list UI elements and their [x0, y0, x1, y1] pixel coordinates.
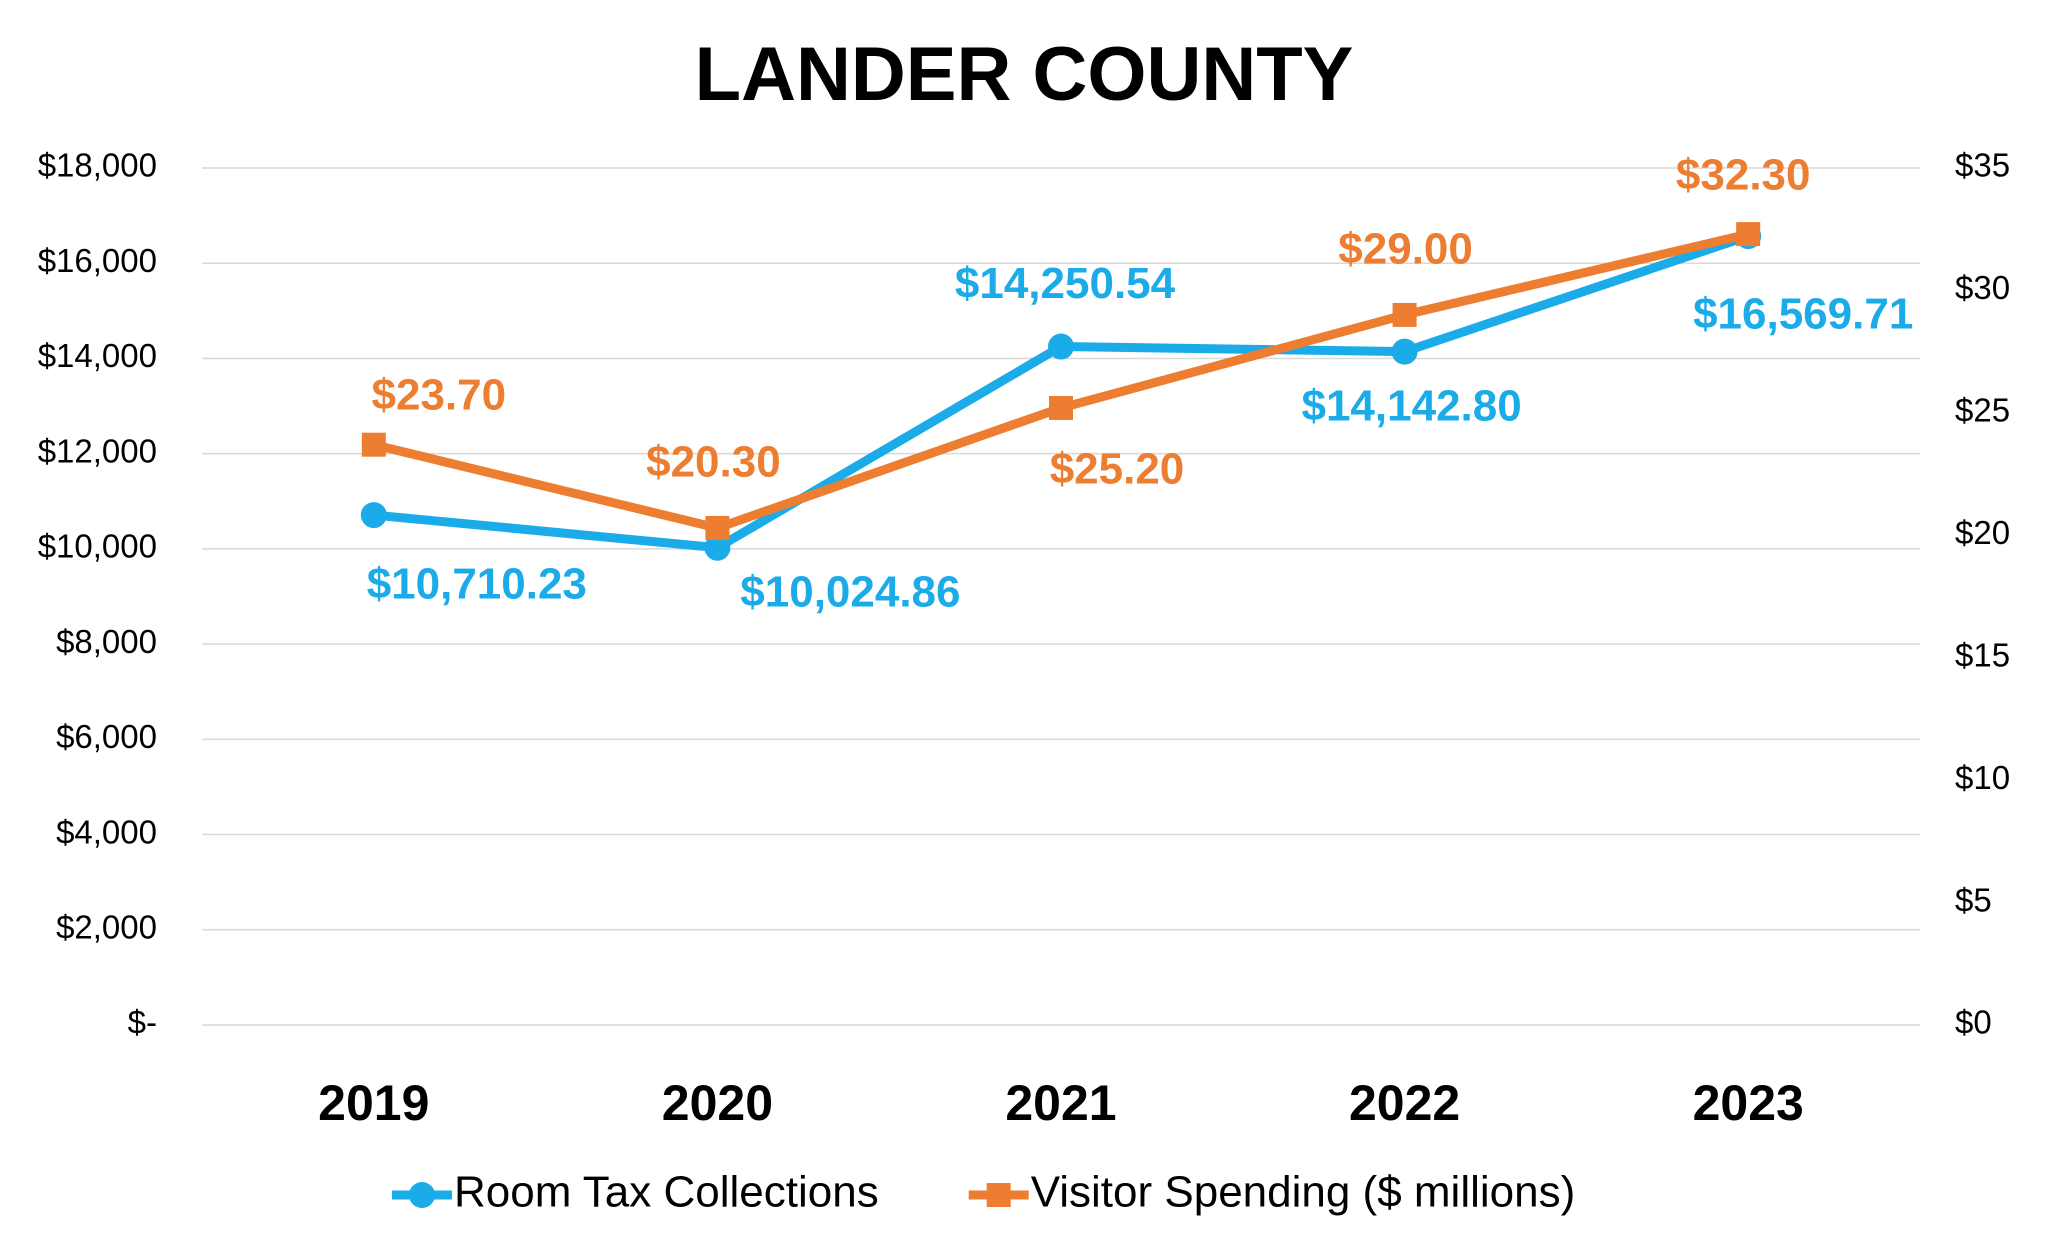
y2-tick-label: $30 — [1955, 269, 2010, 306]
data-label: $16,569.71 — [1693, 290, 1913, 339]
series: $10,710.23 $10,024.86 $14,250.54 $14,142.80… — [360, 223, 1913, 616]
chart-title: LANDER COUNTY — [695, 32, 1354, 117]
data-label: $25.20 — [1050, 445, 1185, 494]
legend-marker — [986, 1183, 1011, 1207]
y-tick-label: $2,000 — [56, 908, 157, 945]
y-tick-label: $10,000 — [38, 528, 157, 565]
data-point — [705, 515, 730, 540]
data-point — [361, 432, 386, 457]
data-point — [1049, 395, 1073, 420]
legend-marker — [409, 1182, 435, 1208]
data-label: $10,710.23 — [367, 560, 587, 609]
x-tick-label: 2019 — [318, 1075, 429, 1131]
data-point — [1048, 333, 1074, 360]
y-tick-label: $4,000 — [56, 813, 157, 850]
y2-tick-label: $20 — [1955, 514, 2010, 551]
data-point — [704, 534, 731, 561]
data-point — [1392, 302, 1417, 327]
data-label: $10,024.86 — [740, 567, 960, 616]
legend-label: Visitor Spending ($ millions) — [1031, 1168, 1576, 1217]
y-tick-label: $- — [128, 1004, 157, 1041]
x-tick-label: 2022 — [1349, 1075, 1460, 1131]
y-tick-label: $18,000 — [38, 147, 157, 184]
y2-tick-label: $0 — [1955, 1004, 1992, 1041]
data-label: $32.30 — [1676, 151, 1811, 200]
y2-tick-label: $15 — [1955, 636, 2010, 673]
data-label: $29.00 — [1338, 225, 1473, 274]
data-point — [360, 502, 387, 529]
x-tick-label: 2021 — [1005, 1075, 1116, 1131]
y2-tick-label: $25 — [1955, 392, 2010, 429]
y2-tick-label: $35 — [1955, 147, 2010, 184]
y-tick-label: $16,000 — [38, 242, 157, 279]
x-tick-label: 2023 — [1693, 1075, 1804, 1131]
y-tick-label: $14,000 — [38, 337, 157, 374]
y-tick-label: $12,000 — [38, 432, 157, 469]
y-tick-label: $8,000 — [56, 623, 157, 660]
data-label: $14,250.54 — [955, 259, 1176, 308]
series: $23.70 $20.30 $25.20 $29.00 $32.30 — [361, 151, 1811, 540]
data-point — [1736, 222, 1761, 247]
data-label: $23.70 — [372, 370, 507, 419]
y-tick-label: $6,000 — [56, 718, 157, 755]
data-point — [1391, 338, 1418, 365]
data-label: $20.30 — [646, 438, 781, 487]
data-label: $14,142.80 — [1301, 381, 1521, 430]
y2-tick-label: $5 — [1955, 881, 1992, 918]
y2-tick-label: $10 — [1955, 759, 2010, 796]
x-tick-label: 2020 — [662, 1075, 773, 1131]
legend-label: Room Tax Collections — [454, 1168, 879, 1217]
